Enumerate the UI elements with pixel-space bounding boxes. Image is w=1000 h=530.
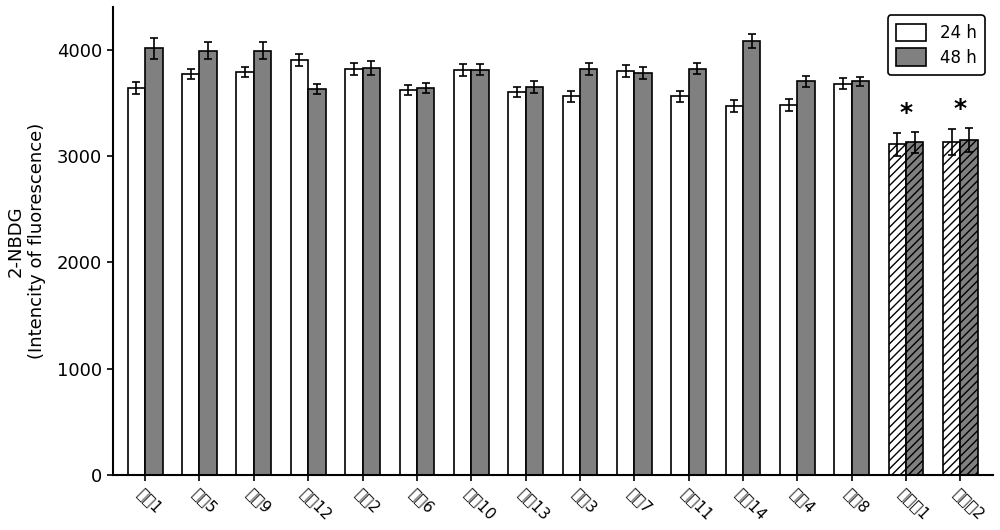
Bar xyxy=(508,92,526,475)
Bar xyxy=(526,87,543,475)
Bar xyxy=(689,69,706,475)
Bar xyxy=(563,96,580,475)
Bar xyxy=(308,89,326,475)
Bar xyxy=(580,69,597,475)
Bar xyxy=(345,69,363,475)
Bar xyxy=(400,90,417,475)
Bar xyxy=(852,82,869,475)
Bar xyxy=(634,73,652,475)
Bar xyxy=(780,105,797,475)
Bar xyxy=(471,70,489,475)
Bar xyxy=(906,142,923,475)
Bar xyxy=(454,70,471,475)
Bar xyxy=(417,88,434,475)
Bar xyxy=(199,50,217,475)
Bar xyxy=(960,140,978,475)
Y-axis label: 2-NBDG
(Intencity of fluorescence): 2-NBDG (Intencity of fluorescence) xyxy=(7,123,46,359)
Bar xyxy=(128,88,145,475)
Bar xyxy=(363,68,380,475)
Bar xyxy=(617,71,634,475)
Bar xyxy=(726,106,743,475)
Text: *: * xyxy=(900,101,913,125)
Text: *: * xyxy=(954,98,967,121)
Bar xyxy=(291,60,308,475)
Legend: 24 h, 48 h: 24 h, 48 h xyxy=(888,15,985,75)
Bar xyxy=(145,48,163,475)
Bar xyxy=(797,82,815,475)
Bar xyxy=(182,74,199,475)
Bar xyxy=(236,72,254,475)
Bar xyxy=(671,96,689,475)
Bar xyxy=(943,142,960,475)
Bar xyxy=(254,50,271,475)
Bar xyxy=(834,84,852,475)
Bar xyxy=(889,144,906,475)
Bar xyxy=(743,41,760,475)
